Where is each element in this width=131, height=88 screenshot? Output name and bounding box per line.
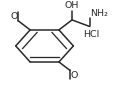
Text: OH: OH bbox=[65, 1, 79, 10]
Text: O: O bbox=[10, 12, 18, 21]
Text: O: O bbox=[71, 70, 78, 80]
Text: HCl: HCl bbox=[83, 29, 99, 39]
Text: NH₂: NH₂ bbox=[90, 9, 108, 18]
